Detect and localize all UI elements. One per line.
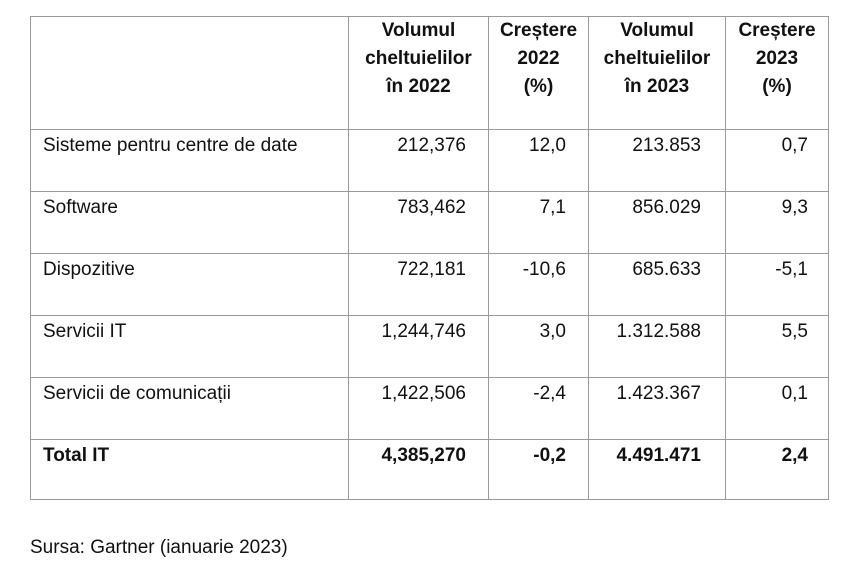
- it-spending-table: Volumul cheltuielilor în 2022 Creștere 2…: [30, 16, 829, 500]
- total-label: Total IT: [30, 439, 349, 500]
- total-spend-2022-cell: 4,385,270: [348, 439, 489, 500]
- growth-2022-cell: 12,0: [488, 129, 589, 192]
- spend-2022-cell: 1,244,746: [348, 315, 489, 378]
- table-row: Servicii IT 1,244,746 3,0 1.312.588 5,5: [30, 315, 829, 378]
- spend-2022-cell: 722,181: [348, 253, 489, 316]
- table-header-row: Volumul cheltuielilor în 2022 Creștere 2…: [30, 16, 829, 130]
- table-row: Servicii de comunicații 1,422,506 -2,4 1…: [30, 377, 829, 440]
- table-row: Software 783,462 7,1 856.029 9,3: [30, 191, 829, 254]
- total-growth-2023-cell: 2,4: [725, 439, 829, 500]
- row-label: Servicii IT: [30, 315, 349, 378]
- growth-2022-cell: -10,6: [488, 253, 589, 316]
- header-line: Creștere: [738, 20, 816, 41]
- total-spend-2023-cell: 4.491.471: [588, 439, 726, 500]
- spend-2023-cell: 1.423.367: [588, 377, 726, 440]
- spend-2023-cell: 1.312.588: [588, 315, 726, 378]
- table-row: Sisteme pentru centre de date 212,376 12…: [30, 129, 829, 192]
- growth-2023-cell: 9,3: [725, 191, 829, 254]
- source-note: Sursa: Gartner (ianuarie 2023): [30, 537, 288, 558]
- growth-2023-cell: 5,5: [725, 315, 829, 378]
- header-line: cheltuielilor: [603, 48, 711, 69]
- header-spend-2023: Volumul cheltuielilor în 2023: [588, 16, 726, 130]
- spend-2022-cell: 783,462: [348, 191, 489, 254]
- header-line: Creștere: [499, 20, 578, 41]
- row-label: Servicii de comunicații: [30, 377, 349, 440]
- header-spend-2022: Volumul cheltuielilor în 2022: [348, 16, 489, 130]
- spend-2022-cell: 1,422,506: [348, 377, 489, 440]
- header-line: în 2023: [624, 76, 690, 97]
- spend-2022-cell: 212,376: [348, 129, 489, 192]
- header-growth-2023: Creștere 2023 (%): [725, 16, 829, 130]
- header-growth-2022: Creștere 2022 (%): [488, 16, 589, 130]
- header-line: 2022: [517, 48, 560, 69]
- header-line: 2023: [755, 48, 799, 69]
- header-line: în 2022: [386, 76, 451, 97]
- header-line: cheltuielilor: [365, 48, 472, 69]
- total-row: Total IT 4,385,270 -0,2 4.491.471 2,4: [30, 439, 829, 500]
- growth-2022-cell: 3,0: [488, 315, 589, 378]
- total-growth-2022-cell: -0,2: [488, 439, 589, 500]
- row-label: Software: [30, 191, 349, 254]
- growth-2022-cell: 7,1: [488, 191, 589, 254]
- spend-2023-cell: 685.633: [588, 253, 726, 316]
- header-line: Volumul: [381, 20, 456, 41]
- header-line: (%): [523, 76, 554, 97]
- header-line: (%): [762, 76, 792, 97]
- row-label: Sisteme pentru centre de date: [30, 129, 349, 192]
- row-label: Dispozitive: [30, 253, 349, 316]
- growth-2023-cell: 0,1: [725, 377, 829, 440]
- header-empty-cell: [30, 16, 349, 130]
- growth-2022-cell: -2,4: [488, 377, 589, 440]
- growth-2023-cell: -5,1: [725, 253, 829, 316]
- spend-2023-cell: 856.029: [588, 191, 726, 254]
- table-row: Dispozitive 722,181 -10,6 685.633 -5,1: [30, 253, 829, 316]
- header-line: Volumul: [620, 20, 694, 41]
- growth-2023-cell: 0,7: [725, 129, 829, 192]
- spend-2023-cell: 213.853: [588, 129, 726, 192]
